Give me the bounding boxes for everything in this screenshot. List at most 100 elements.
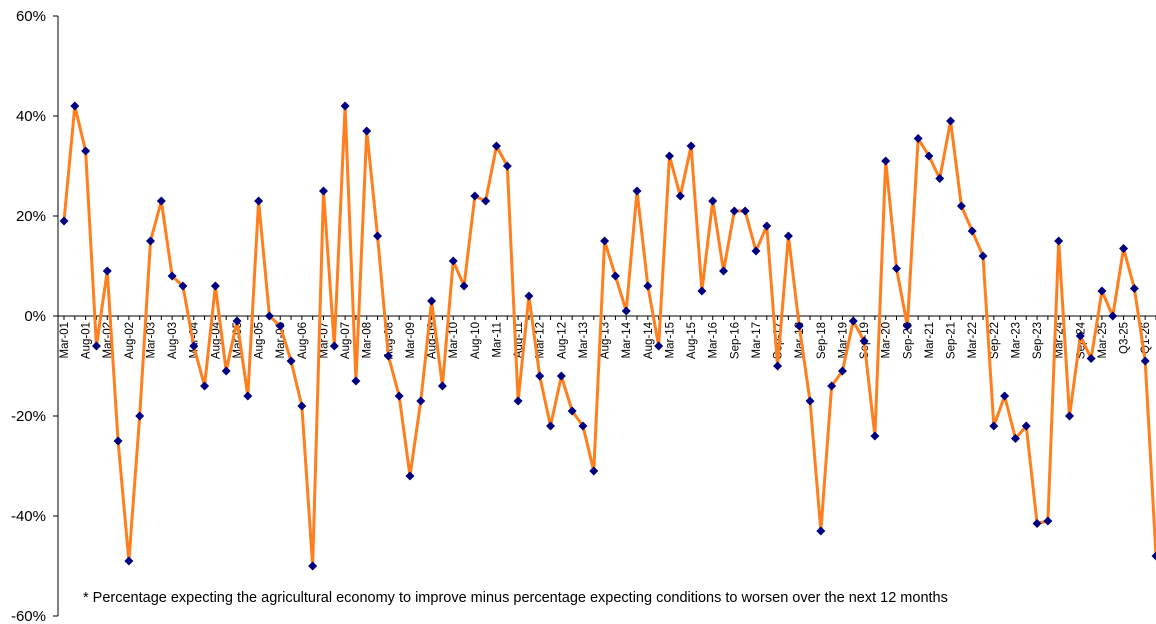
data-point (362, 126, 372, 136)
data-point (924, 151, 934, 161)
data-point (416, 396, 426, 406)
data-point (308, 561, 318, 571)
x-tick-label: Mar-10 (448, 322, 460, 358)
data-point (113, 436, 123, 446)
x-tick-label: Q3-25 (1119, 322, 1131, 354)
data-point (275, 321, 285, 331)
data-point (827, 381, 837, 391)
data-point (881, 156, 891, 166)
x-tick-label: Mar-21 (924, 322, 936, 358)
data-point (221, 366, 231, 376)
data-point (773, 361, 783, 371)
x-tick-label: Sep-22 (989, 322, 1001, 359)
data-point (491, 141, 501, 151)
data-point (254, 196, 264, 206)
data-point (794, 321, 804, 331)
data-point (837, 366, 847, 376)
x-tick-label: Aug-12 (556, 322, 568, 359)
data-point (946, 116, 956, 126)
data-point (902, 321, 912, 331)
y-tick-label: -20% (11, 408, 46, 425)
data-point (708, 196, 718, 206)
x-tick-label: Mar-17 (751, 322, 763, 358)
x-tick-label: Mar-25 (1097, 322, 1109, 358)
data-point (459, 281, 469, 291)
y-tick-label: 0% (24, 308, 46, 325)
data-point (1075, 331, 1085, 341)
data-point (589, 466, 599, 476)
data-point (70, 101, 80, 111)
x-tick-label: Mar-03 (145, 322, 157, 358)
data-point (502, 161, 512, 171)
data-point (178, 281, 188, 291)
data-point (892, 264, 902, 273)
x-tick-label: Aug-07 (340, 322, 352, 359)
data-point (1054, 236, 1064, 246)
data-point (1032, 519, 1042, 528)
data-point (243, 391, 253, 401)
x-tick-label: Aug-05 (254, 322, 266, 359)
data-point (513, 396, 523, 406)
data-point (189, 341, 199, 351)
data-point (621, 306, 631, 316)
data-point (351, 376, 361, 386)
data-point (264, 311, 274, 321)
data-point (1097, 286, 1107, 296)
data-point (848, 316, 858, 326)
data-point (751, 246, 761, 256)
data-point (1021, 421, 1031, 431)
data-point (318, 186, 328, 196)
x-tick-label: Mar-23 (1010, 322, 1022, 358)
data-point (978, 251, 988, 261)
data-point (145, 236, 155, 246)
x-tick-label: Aug-15 (686, 322, 698, 359)
data-point (448, 256, 458, 266)
data-point (124, 556, 134, 566)
x-tick-label: Aug-14 (643, 321, 655, 359)
data-point (167, 271, 177, 281)
x-tick-label: Sep-18 (816, 322, 828, 359)
data-point (383, 351, 393, 361)
data-point (783, 231, 793, 241)
data-point (719, 266, 729, 276)
data-point (1010, 434, 1020, 443)
data-point (156, 196, 166, 206)
x-tick-label: Aug-01 (81, 322, 93, 359)
data-point (1000, 391, 1010, 401)
data-point (200, 381, 210, 391)
data-point (556, 371, 566, 381)
series-line (62, 104, 1156, 568)
x-tick-label: Mar-20 (881, 322, 893, 358)
data-point (1043, 516, 1053, 526)
x-tick-label: Mar-11 (491, 322, 503, 358)
data-point (654, 341, 664, 351)
x-tick-label: Mar-08 (362, 322, 374, 358)
data-point (967, 226, 977, 236)
x-tick-label: Mar-12 (535, 322, 547, 358)
data-point (329, 341, 339, 351)
data-point (427, 296, 437, 306)
x-tick-label: Mar-09 (405, 322, 417, 358)
data-point (632, 186, 642, 196)
x-tick-label: Aug-10 (470, 322, 482, 359)
y-axis: -60% -40% -20% 0% 20% 40% 60% (11, 8, 59, 624)
data-point (740, 206, 750, 216)
data-point (297, 401, 307, 411)
x-tick-label: Mar-22 (967, 322, 979, 358)
series-markers-group (59, 101, 1156, 571)
data-point (91, 341, 101, 351)
x-tick-label: Aug-04 (210, 321, 222, 359)
data-point (524, 291, 534, 301)
x-tick-label: Aug-02 (124, 322, 136, 359)
data-point (546, 421, 556, 431)
y-tick-label: 60% (16, 8, 46, 25)
data-point (232, 316, 242, 326)
data-point (394, 391, 404, 401)
x-tick-label: Sep-21 (946, 322, 958, 359)
data-point (989, 421, 999, 431)
data-point (481, 196, 491, 206)
data-point (437, 381, 447, 391)
data-point (1065, 411, 1075, 421)
data-point (135, 411, 145, 421)
